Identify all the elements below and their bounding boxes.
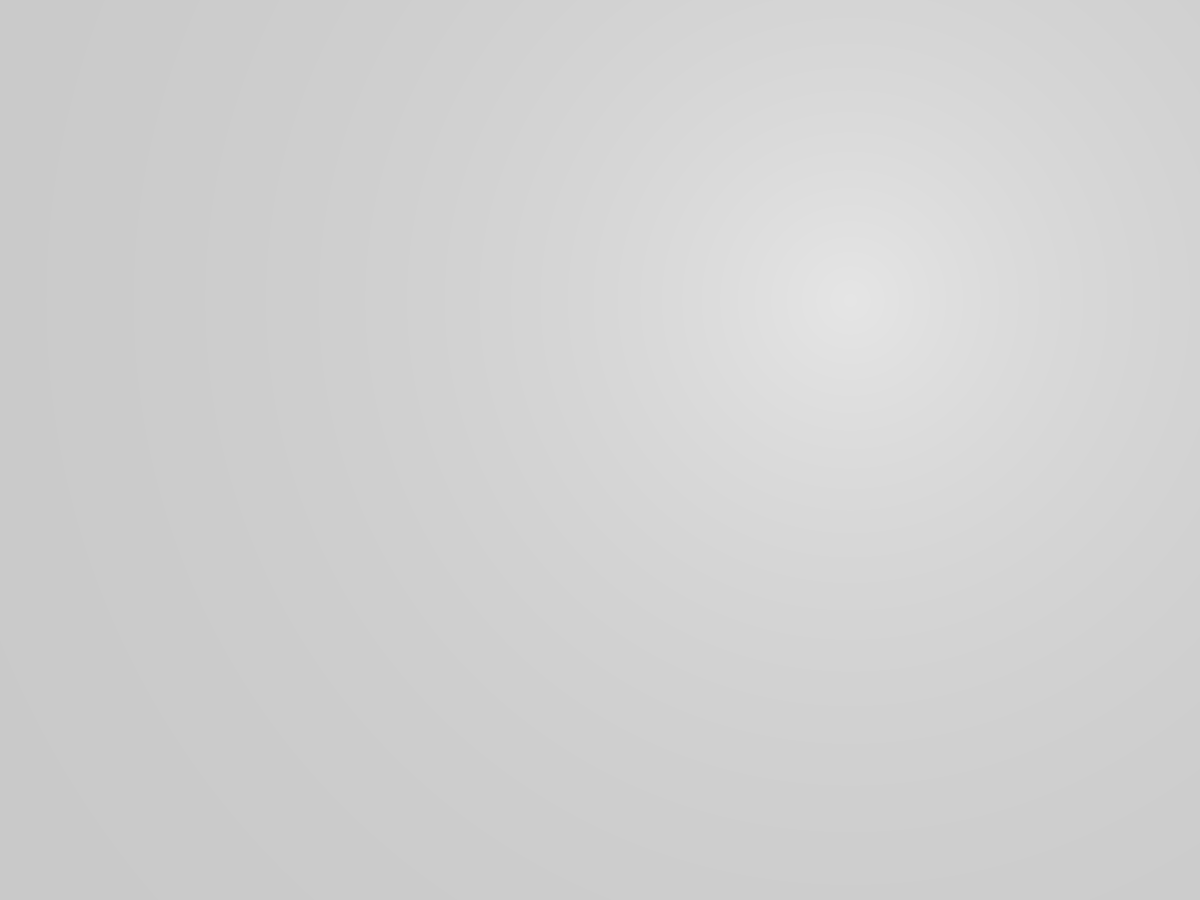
Text: is tangent to circle Q at S. Find m∠Q.: is tangent to circle Q at S. Find m∠Q. bbox=[593, 209, 1070, 229]
Text: P: P bbox=[851, 428, 870, 454]
Text: Q: Q bbox=[406, 420, 428, 446]
Text: Question: Question bbox=[296, 142, 444, 171]
Text: S: S bbox=[490, 341, 509, 367]
Text: R: R bbox=[490, 515, 510, 540]
Text: PR: PR bbox=[296, 209, 330, 229]
Text: PS: PS bbox=[564, 209, 596, 229]
Text: 37°: 37° bbox=[733, 428, 775, 453]
FancyBboxPatch shape bbox=[386, 644, 484, 695]
Text: is tangent to circle Q at R and: is tangent to circle Q at R and bbox=[328, 209, 719, 229]
Text: °: ° bbox=[484, 660, 494, 680]
Text: m∠Q =: m∠Q = bbox=[296, 657, 386, 681]
